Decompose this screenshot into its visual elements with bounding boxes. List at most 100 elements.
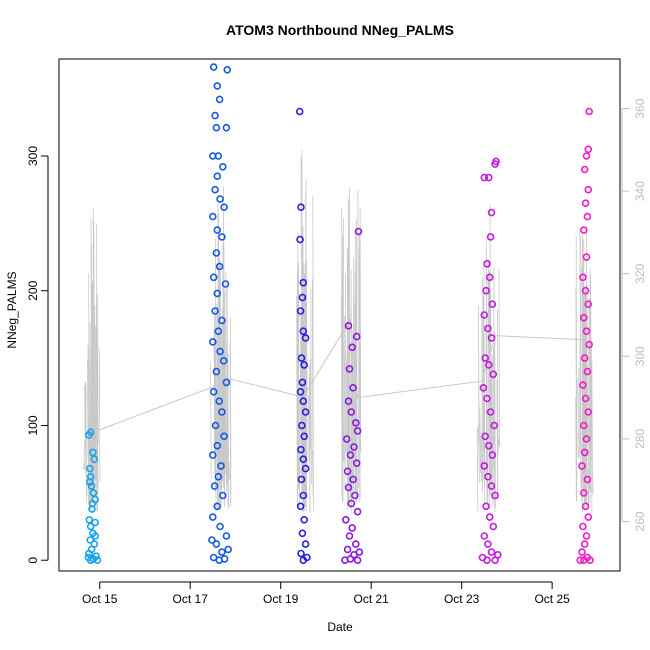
data-point	[353, 427, 362, 435]
data-point	[209, 513, 217, 521]
data-point	[486, 408, 495, 416]
data-point	[301, 408, 310, 416]
data-point	[208, 536, 216, 544]
chart-title: ATOM3 Northbound NNeg_PALMS	[226, 22, 454, 38]
data-point	[218, 316, 226, 325]
data-point	[211, 307, 219, 315]
data-point	[86, 478, 94, 486]
data-point	[483, 556, 491, 565]
x-axis: Oct 15 Oct 17 Oct 19 Oct 21 Oct 23 Oct 25	[82, 581, 570, 606]
data-point	[579, 381, 587, 389]
data-point	[341, 556, 349, 565]
data-point	[213, 172, 222, 180]
data-point	[583, 475, 592, 484]
data-point	[480, 311, 489, 319]
data-point	[581, 286, 590, 295]
data-point	[296, 387, 305, 396]
data-point	[350, 443, 358, 451]
data-point	[222, 378, 231, 387]
data-point	[579, 489, 588, 497]
data-point	[301, 334, 310, 342]
data-point	[576, 556, 585, 565]
data-point	[578, 462, 586, 470]
data-point	[580, 448, 589, 457]
x-tick-label: Oct 15	[82, 592, 118, 606]
y2-tick-label: 260	[633, 511, 647, 531]
data-point	[90, 455, 99, 464]
y-axis: 0 100 200 300	[26, 146, 49, 564]
data-point	[212, 249, 221, 257]
data-point	[491, 491, 499, 500]
data-point	[220, 432, 228, 441]
data-point	[484, 441, 493, 450]
data-point	[484, 324, 492, 333]
data-point	[221, 280, 230, 288]
data-point	[582, 253, 591, 261]
altitude-spike	[302, 195, 314, 513]
data-point	[86, 536, 94, 544]
data-point	[88, 499, 97, 508]
plot-area	[83, 63, 594, 565]
data-point	[299, 397, 308, 406]
data-point	[584, 300, 593, 309]
data-point	[299, 327, 308, 336]
data-point	[341, 515, 350, 524]
data-point	[488, 451, 497, 459]
data-point	[355, 548, 364, 556]
data-point	[212, 540, 221, 548]
data-point	[487, 482, 496, 490]
data-point	[210, 482, 219, 490]
data-point	[491, 160, 499, 168]
data-point	[298, 378, 307, 387]
data-point	[223, 66, 232, 74]
data-point	[486, 233, 495, 241]
y-tick-label: 0	[26, 557, 40, 564]
data-point	[213, 82, 222, 90]
data-point	[220, 555, 229, 563]
data-point	[579, 273, 587, 282]
data-point	[483, 259, 491, 268]
data-point	[298, 293, 307, 302]
data-point	[344, 397, 353, 406]
data-point	[493, 550, 502, 559]
y2-tick-label: 340	[633, 181, 647, 201]
data-point	[301, 540, 310, 548]
data-point	[211, 185, 219, 194]
data-point	[212, 367, 221, 376]
data-point	[484, 361, 493, 369]
data-point	[222, 123, 231, 132]
data-point	[352, 459, 361, 468]
data-point	[481, 432, 490, 441]
data-point	[214, 152, 223, 160]
data-point	[297, 445, 305, 454]
data-point	[298, 421, 306, 430]
altitude-trend-line	[97, 317, 584, 432]
data-point	[353, 556, 362, 565]
data-point	[300, 361, 309, 369]
series-oct-19	[295, 107, 311, 565]
y2-axis: 260 280 300 320 340 360	[621, 98, 647, 531]
data-point	[487, 334, 496, 342]
data-point	[484, 540, 492, 548]
data-point	[343, 545, 352, 554]
y2-tick-label: 300	[633, 346, 647, 366]
data-point	[580, 165, 589, 174]
data-point	[580, 540, 589, 548]
x-tick-label: Oct 25	[534, 592, 570, 606]
data-point	[479, 383, 488, 392]
data-point	[488, 300, 497, 309]
data-point	[480, 532, 489, 540]
data-point	[582, 435, 591, 443]
data-point	[214, 472, 223, 481]
data-point	[209, 273, 218, 282]
data-point	[209, 451, 217, 459]
data-point	[213, 441, 222, 450]
data-point	[351, 418, 360, 427]
data-point	[84, 553, 93, 562]
data-point	[89, 489, 98, 497]
data-point	[296, 502, 305, 511]
data-point	[582, 152, 591, 160]
data-point	[297, 354, 306, 362]
data-point	[89, 448, 97, 457]
data-point	[213, 502, 222, 511]
